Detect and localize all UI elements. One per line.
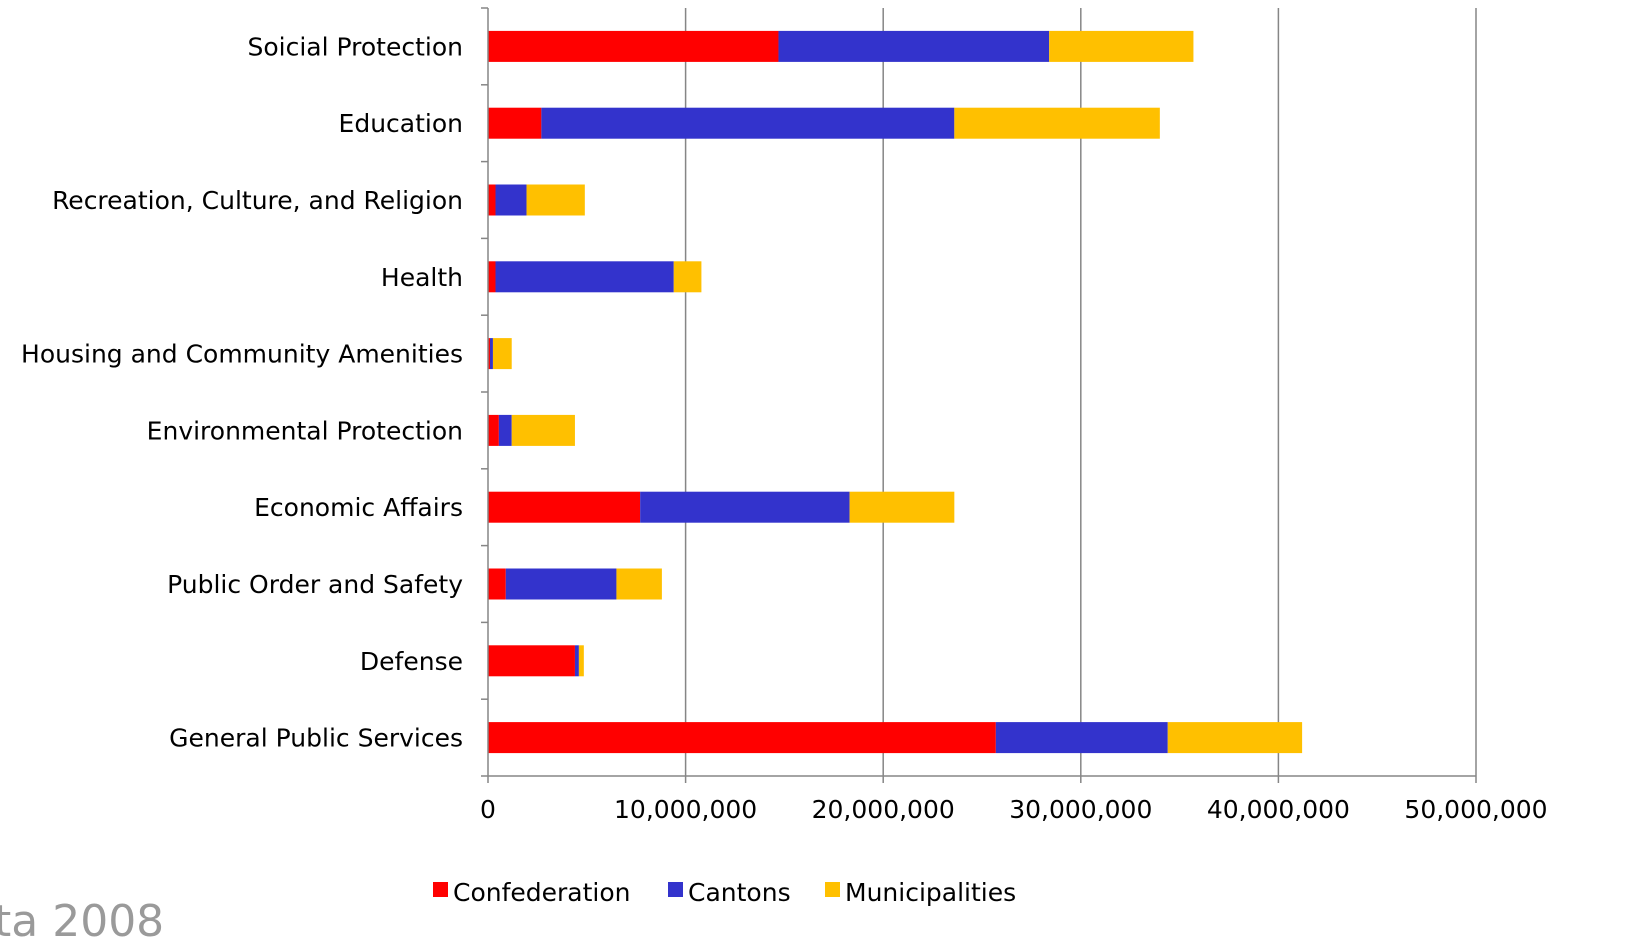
bar-segment [488,568,506,600]
bar-segment [488,414,499,446]
category-label: Defense [360,647,463,676]
footnote-text: ta 2008 [0,896,164,947]
legend-label: Municipalities [845,878,1016,907]
bar-segment [640,491,850,523]
bar-segment [488,722,996,754]
category-labels: General Public Services Defense Public Ord… [21,32,463,752]
category-label: Public Order and Safety [167,570,463,599]
axes [481,7,1477,783]
bar-segment [526,184,585,216]
legend-swatch [825,882,840,897]
bar-segment [1167,722,1303,754]
bar-segment [505,568,617,600]
bar-segment [489,338,493,370]
bar-segment [578,645,584,677]
bar-segment [574,645,579,677]
x-tick-label: 0 [480,795,496,824]
legend-swatch [433,882,448,897]
x-tick-labels: 0 10,000,000 20,000,000 30,000,000 40,000,00… [480,795,1548,824]
x-tick-label: 40,000,000 [1207,795,1350,824]
bar-segment [488,107,542,139]
bar-segment [488,645,575,677]
bar-segment [495,261,674,293]
bar-segment [616,568,662,600]
category-label: Housing and Community Amenities [21,340,463,369]
bar-segment [849,491,955,523]
bar-segment [488,338,490,370]
legend-swatch [668,882,683,897]
bar-segment [778,30,1050,62]
category-label: General Public Services [169,724,463,753]
bar-segment [488,30,779,62]
bar-segment [488,491,641,523]
bar-segment [488,184,496,216]
category-label: Recreation, Culture, and Religion [52,186,463,215]
category-label: Environmental Protection [147,416,463,445]
bar-segment [495,184,527,216]
category-label: Soicial Protection [248,32,464,61]
bar-segment [498,414,512,446]
bar-segment [995,722,1168,754]
bar-segment [492,338,512,370]
x-tick-label: 30,000,000 [1009,795,1152,824]
bar-segment [541,107,955,139]
x-tick-label: 50,000,000 [1404,795,1547,824]
bar-segment [511,414,575,446]
category-label: Education [339,109,463,138]
bar-segment [673,261,702,293]
x-tick-label: 10,000,000 [614,795,757,824]
bar-segment [954,107,1160,139]
x-tick-label: 20,000,000 [812,795,955,824]
legend-label: Cantons [688,878,791,907]
legend: Confederation Cantons Municipalities [433,878,1016,907]
legend-label: Confederation [453,878,631,907]
bar-segment [488,261,496,293]
category-label: Health [381,263,463,292]
bar-segment [1049,30,1194,62]
bars [488,30,1303,754]
category-label: Economic Affairs [254,493,463,522]
